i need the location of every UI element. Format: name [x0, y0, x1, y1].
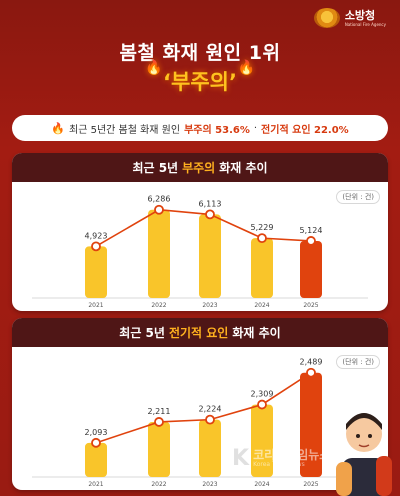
data-label: 2,309 — [251, 390, 274, 399]
data-label: 2,093 — [85, 428, 108, 437]
highlight-title: 🔥 ‘부주의’ 🔥 — [145, 60, 255, 98]
headline: 봄철 화재 원인 1위 — [119, 42, 281, 64]
flame-icon: 🔥 — [237, 60, 255, 76]
data-label: 2,211 — [148, 407, 171, 416]
watermark-subtitle: Korea Time News — [253, 460, 305, 468]
data-label: 2,489 — [300, 358, 323, 367]
x-tick-label: 2023 — [202, 302, 217, 309]
stat-electrical: 전기적 요인 22.0% — [261, 124, 349, 136]
panel-title-prefix: 최근 5년 — [132, 161, 179, 175]
bar — [85, 246, 107, 298]
highlight-text: ‘부주의’ — [163, 70, 237, 94]
data-point — [306, 367, 316, 378]
data-point — [91, 437, 101, 448]
chart-panel-carelessness: 최근 5년 부주의 화재 추이 (단위 : 건) 4,923 2021 6,286 2… — [12, 153, 388, 311]
bar — [251, 404, 273, 477]
bar — [251, 238, 273, 298]
bar — [148, 209, 170, 298]
chart-electrical: 2,093 2021 2,211 2022 2,224 2023 2,309 2024 2,48… — [32, 358, 368, 488]
data-label: 5,229 — [251, 223, 274, 232]
watermark: K 코리아타임뉴스 Korea Time News — [232, 446, 330, 471]
brand-name: 소방청 — [344, 8, 376, 22]
bar — [300, 372, 322, 477]
x-tick-label: 2025 — [303, 481, 318, 488]
bar — [300, 240, 322, 298]
watermark-logo: K — [232, 446, 250, 471]
stat-separator: · — [253, 122, 258, 134]
x-tick-label: 2022 — [151, 481, 166, 488]
stat-prefix: 최근 5년간 봄철 화재 원인 — [69, 124, 181, 136]
panel-title-highlight: 전기적 요인 — [168, 326, 229, 340]
data-point — [257, 399, 267, 410]
bar — [199, 419, 221, 477]
brand-subtitle: National Fire Agency — [344, 21, 386, 27]
x-tick-label: 2023 — [202, 481, 217, 488]
fire-agency-emblem-icon — [313, 8, 340, 28]
panel-title-suffix: 화재 추이 — [219, 161, 268, 175]
bar — [199, 214, 221, 298]
panel-title-highlight: 부주의 — [182, 161, 216, 175]
watermark-title: 코리아타임뉴스 — [253, 448, 331, 463]
data-label: 4,923 — [85, 231, 108, 240]
stat-carelessness: 부주의 53.6% — [184, 124, 250, 136]
x-tick-label: 2024 — [254, 481, 269, 488]
panel-title: 최근 5년 부주의 화재 추이 — [12, 153, 388, 182]
panel-title-prefix: 최근 5년 — [119, 326, 165, 340]
data-point — [205, 209, 215, 220]
fire-icon: 🔥 — [51, 121, 65, 135]
x-tick-label: 2025 — [303, 302, 318, 309]
firefighter-mascot — [336, 413, 392, 496]
data-point — [154, 204, 164, 215]
data-label: 6,113 — [199, 199, 222, 208]
brand-logo: 소방청 National Fire Agency — [313, 8, 386, 28]
stat-bar: 🔥 최근 5년간 봄철 화재 원인 부주의 53.6% · 전기적 요인 22.… — [12, 115, 388, 141]
panel-title: 최근 5년 전기적 요인 화재 추이 — [12, 318, 388, 347]
x-tick-label: 2021 — [88, 302, 103, 309]
data-point — [205, 414, 215, 425]
x-tick-label: 2021 — [88, 481, 103, 488]
data-label: 5,124 — [300, 226, 323, 235]
data-label: 6,286 — [148, 195, 171, 204]
unit-label: (단위 : 건) — [336, 190, 380, 204]
data-label: 2,224 — [199, 405, 222, 414]
chart-carelessness: 4,923 2021 6,286 2022 6,113 2023 5,229 2024 5,12… — [32, 195, 368, 309]
panel-title-suffix: 화재 추이 — [232, 326, 281, 340]
data-point — [257, 233, 267, 244]
chart-panel-electrical: 최근 5년 전기적 요인 화재 추이 (단위 : 건) 2,093 2021 2,2… — [12, 318, 388, 490]
bar — [148, 421, 170, 477]
bar — [85, 442, 107, 477]
flame-icon: 🔥 — [145, 60, 163, 76]
data-point — [154, 417, 164, 427]
unit-label: (단위 : 건) — [336, 355, 380, 369]
x-tick-label: 2022 — [151, 302, 166, 309]
data-point — [306, 236, 316, 246]
x-tick-label: 2024 — [254, 302, 269, 309]
data-point — [91, 241, 101, 252]
